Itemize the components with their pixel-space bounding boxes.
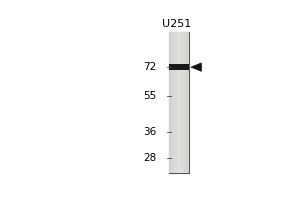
Bar xyxy=(172,32,173,173)
Bar xyxy=(181,32,182,173)
Bar xyxy=(180,32,181,173)
Bar xyxy=(175,32,176,173)
Bar xyxy=(183,32,184,173)
Bar xyxy=(188,32,189,173)
Bar xyxy=(185,32,186,173)
Bar xyxy=(178,32,179,173)
Bar xyxy=(187,32,188,173)
Bar xyxy=(169,32,170,173)
Bar xyxy=(171,32,172,173)
Bar xyxy=(177,32,178,173)
Bar xyxy=(176,32,177,173)
Bar xyxy=(169,64,189,70)
Bar xyxy=(186,32,187,173)
Polygon shape xyxy=(191,63,201,71)
Bar xyxy=(170,32,171,173)
Bar xyxy=(184,32,185,173)
Bar xyxy=(169,32,189,173)
Text: U251: U251 xyxy=(162,19,192,29)
Text: 28: 28 xyxy=(143,153,156,163)
Text: 55: 55 xyxy=(143,91,156,101)
Bar xyxy=(174,32,175,173)
Bar xyxy=(179,32,180,173)
Text: 36: 36 xyxy=(143,127,156,137)
Bar xyxy=(182,32,183,173)
Text: 72: 72 xyxy=(143,62,156,72)
Bar xyxy=(173,32,174,173)
